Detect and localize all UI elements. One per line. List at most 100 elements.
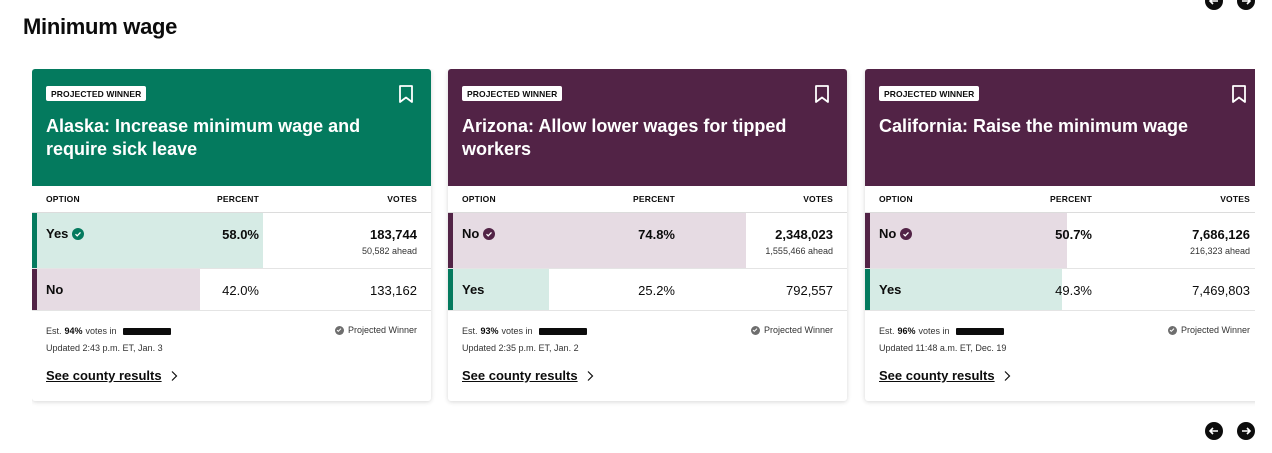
projected-winner-legend: Projected Winner	[750, 325, 833, 335]
projected-winner-label: Projected Winner	[347, 325, 417, 335]
chevron-right-icon	[587, 370, 593, 381]
redacted-text	[538, 327, 587, 335]
chevron-right-icon	[1004, 370, 1010, 381]
arrow-right-icon	[1242, 427, 1252, 435]
option-votes: 792,557	[786, 283, 833, 298]
percent-bar	[865, 269, 1062, 310]
measure-title: Arizona: Allow lower wages for tipped wo…	[462, 116, 787, 159]
est-percent: 96%	[897, 326, 916, 336]
option-votes: 7,686,126	[1192, 227, 1250, 242]
results-table-header: OPTION PERCENT VOTES	[448, 186, 847, 213]
measure-card: PROJECTED WINNER California: Raise the m…	[865, 69, 1255, 401]
percent-bar	[448, 213, 747, 268]
column-percent: PERCENT	[217, 194, 260, 204]
arrow-left-icon	[1208, 427, 1218, 435]
result-row-leader: No 50.7% 7,686,126 216,323 ahead	[865, 213, 1255, 269]
column-option: OPTION	[46, 194, 80, 204]
option-color-accent	[448, 269, 453, 310]
option-percent: 25.2%	[638, 283, 675, 298]
bookmark-icon[interactable]	[1230, 84, 1248, 104]
projected-winner-badge: PROJECTED WINNER	[879, 86, 980, 101]
winner-check-icon	[72, 227, 85, 240]
winner-check-icon	[900, 227, 913, 240]
measure-card: PROJECTED WINNER Alaska: Increase minimu…	[32, 69, 431, 401]
percent-bar	[32, 213, 264, 268]
percent-bar	[448, 269, 549, 310]
option-color-accent	[448, 213, 453, 268]
column-percent: PERCENT	[633, 194, 676, 204]
option-votes: 2,348,023	[775, 227, 833, 242]
option-text: No	[879, 226, 897, 241]
column-votes: VOTES	[803, 194, 833, 204]
option-color-accent	[32, 213, 37, 268]
estimated-votes: Est. 93% votes in	[462, 326, 587, 336]
projected-winner-legend: Projected Winner	[1167, 325, 1250, 335]
see-county-results-link[interactable]: See county results	[879, 368, 1011, 383]
option-percent: 74.8%	[638, 227, 675, 242]
est-prefix: Est.	[879, 326, 895, 336]
projected-winner-label: Projected Winner	[763, 325, 833, 335]
column-votes: VOTES	[387, 194, 417, 204]
card-footer: Est. 93% votes in Updated 2:35 p.m. ET, …	[448, 311, 847, 401]
votes-ahead: 1,555,466 ahead	[765, 246, 833, 256]
option-text: No	[462, 226, 480, 241]
projected-winner-label: Projected Winner	[1180, 325, 1250, 335]
measure-title: Alaska: Increase minimum wage and requir…	[46, 116, 361, 159]
result-row-trailer: Yes 49.3% 7,469,803	[865, 269, 1255, 311]
option-percent: 58.0%	[222, 227, 259, 242]
est-prefix: Est.	[462, 326, 478, 336]
check-circle-icon	[750, 325, 760, 335]
est-percent: 94%	[64, 326, 83, 336]
card-footer: Est. 94% votes in Updated 2:43 p.m. ET, …	[32, 311, 431, 401]
est-suffix: votes in	[501, 326, 533, 336]
results-table-header: OPTION PERCENT VOTES	[865, 186, 1255, 213]
card-header: PROJECTED WINNER Alaska: Increase minimu…	[32, 69, 431, 186]
result-row-leader: Yes 58.0% 183,744 50,582 ahead	[32, 213, 431, 269]
projected-winner-badge: PROJECTED WINNER	[46, 86, 147, 101]
card-header: PROJECTED WINNER California: Raise the m…	[865, 69, 1255, 186]
percent-bar	[865, 213, 1068, 268]
option-votes: 183,744	[370, 227, 417, 242]
option-label: No	[462, 226, 496, 241]
arrow-left-icon	[1208, 0, 1218, 5]
est-percent: 93%	[480, 326, 499, 336]
result-row-trailer: No 42.0% 133,162	[32, 269, 431, 311]
measure-title: California: Raise the minimum wage	[879, 116, 1189, 136]
see-county-results-link[interactable]: See county results	[462, 368, 594, 383]
option-percent: 49.3%	[1055, 283, 1092, 298]
option-label: Yes	[46, 226, 85, 241]
check-circle-icon	[334, 325, 344, 335]
county-link-text: See county results	[879, 368, 995, 383]
bookmark-icon[interactable]	[397, 84, 415, 104]
county-link-text: See county results	[46, 368, 162, 383]
option-percent: 42.0%	[222, 283, 259, 298]
option-label: Yes	[879, 282, 902, 297]
option-label: No	[46, 282, 64, 297]
estimated-votes: Est. 96% votes in	[879, 326, 1004, 336]
est-suffix: votes in	[85, 326, 117, 336]
check-circle-icon	[1167, 325, 1177, 335]
winner-check-icon	[483, 227, 496, 240]
see-county-results-link[interactable]: See county results	[46, 368, 178, 383]
projected-winner-legend: Projected Winner	[334, 325, 417, 335]
option-label: Yes	[462, 282, 485, 297]
votes-ahead: 50,582 ahead	[361, 246, 417, 256]
bookmark-icon[interactable]	[813, 84, 831, 104]
top-prev-button[interactable]	[1205, 0, 1223, 10]
projected-winner-badge: PROJECTED WINNER	[462, 86, 563, 101]
card-footer: Est. 96% votes in Updated 11:48 a.m. ET,…	[865, 311, 1255, 401]
option-label: No	[879, 226, 913, 241]
updated-time: Updated 11:48 a.m. ET, Dec. 19	[879, 343, 1007, 353]
option-color-accent	[865, 269, 870, 310]
prev-button[interactable]	[1205, 422, 1223, 440]
top-next-button[interactable]	[1237, 0, 1255, 10]
votes-ahead: 216,323 ahead	[1189, 246, 1250, 256]
updated-time: Updated 2:35 p.m. ET, Jan. 2	[462, 343, 579, 353]
next-button[interactable]	[1237, 422, 1255, 440]
redacted-text	[955, 327, 1004, 335]
county-link-text: See county results	[462, 368, 578, 383]
estimated-votes: Est. 94% votes in	[46, 326, 171, 336]
chevron-right-icon	[171, 370, 177, 381]
option-votes: 7,469,803	[1192, 283, 1250, 298]
arrow-right-icon	[1242, 0, 1252, 5]
